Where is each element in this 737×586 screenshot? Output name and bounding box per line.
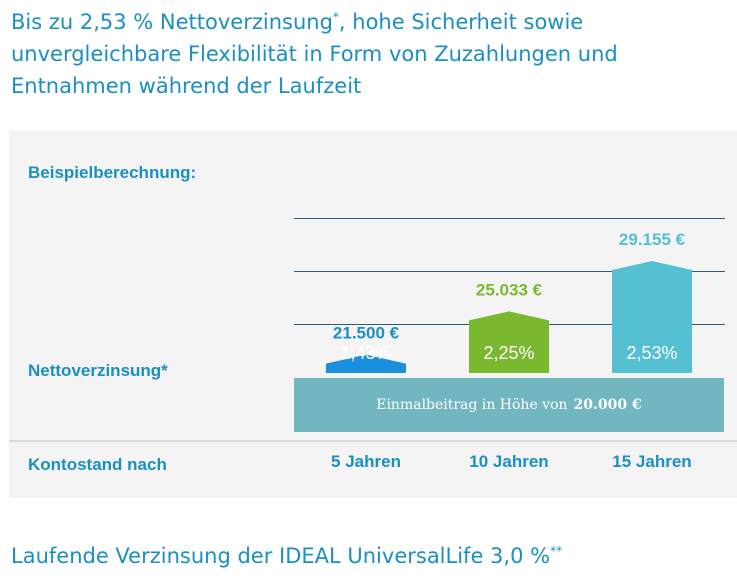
headline-line1-rest: , hohe Sicherheit sowie	[338, 10, 584, 34]
category-label-10: 10 Jahren	[469, 452, 549, 471]
rate-label-10: 2,25%	[483, 343, 534, 363]
rate-label-5: 1,43%	[340, 343, 391, 363]
bar-5	[326, 354, 406, 373]
value-label-10: 25.033 €	[476, 280, 543, 299]
account-balance-label: Kontostand nach	[28, 455, 167, 474]
grid-line-middle	[294, 271, 725, 272]
example-heading: Beispielberechnung:	[28, 163, 197, 182]
bar-15	[612, 261, 692, 373]
headline-line2: unvergleichbare Flexibilität in Form von…	[11, 42, 618, 66]
separator-line	[9, 440, 737, 442]
base-contribution-text: Einmalbeitrag in Höhe von	[376, 397, 568, 413]
base-contribution-amount: 20.000 €	[573, 397, 642, 413]
headline: Bis zu 2,53 % Nettoverzinsung*, hohe Sic…	[11, 6, 731, 102]
headline-line3: Entnahmen während der Laufzeit	[11, 74, 362, 98]
base-contribution-bar: Einmalbeitrag in Höhe von 20.000 €	[294, 378, 724, 432]
footer-title-text: Laufende Verzinsung der IDEAL UniversalL…	[11, 544, 551, 568]
bar-10	[469, 311, 549, 373]
headline-footnote-mark: *	[332, 10, 339, 24]
rate-label-15: 2,53%	[626, 343, 677, 363]
grid-line-top	[294, 218, 725, 219]
value-label-15: 29.155 €	[619, 230, 686, 249]
headline-line1: Bis zu 2,53 % Nettoverzinsung	[11, 10, 333, 34]
footer-footnote-mark: **	[550, 544, 563, 558]
category-label-5: 5 Jahren	[331, 452, 401, 471]
value-label-5: 21.500 €	[333, 324, 400, 343]
net-rate-label: Nettoverzinsung*	[28, 361, 168, 380]
footer-title: Laufende Verzinsung der IDEAL UniversalL…	[11, 540, 731, 572]
category-label-15: 15 Jahren	[612, 452, 692, 471]
